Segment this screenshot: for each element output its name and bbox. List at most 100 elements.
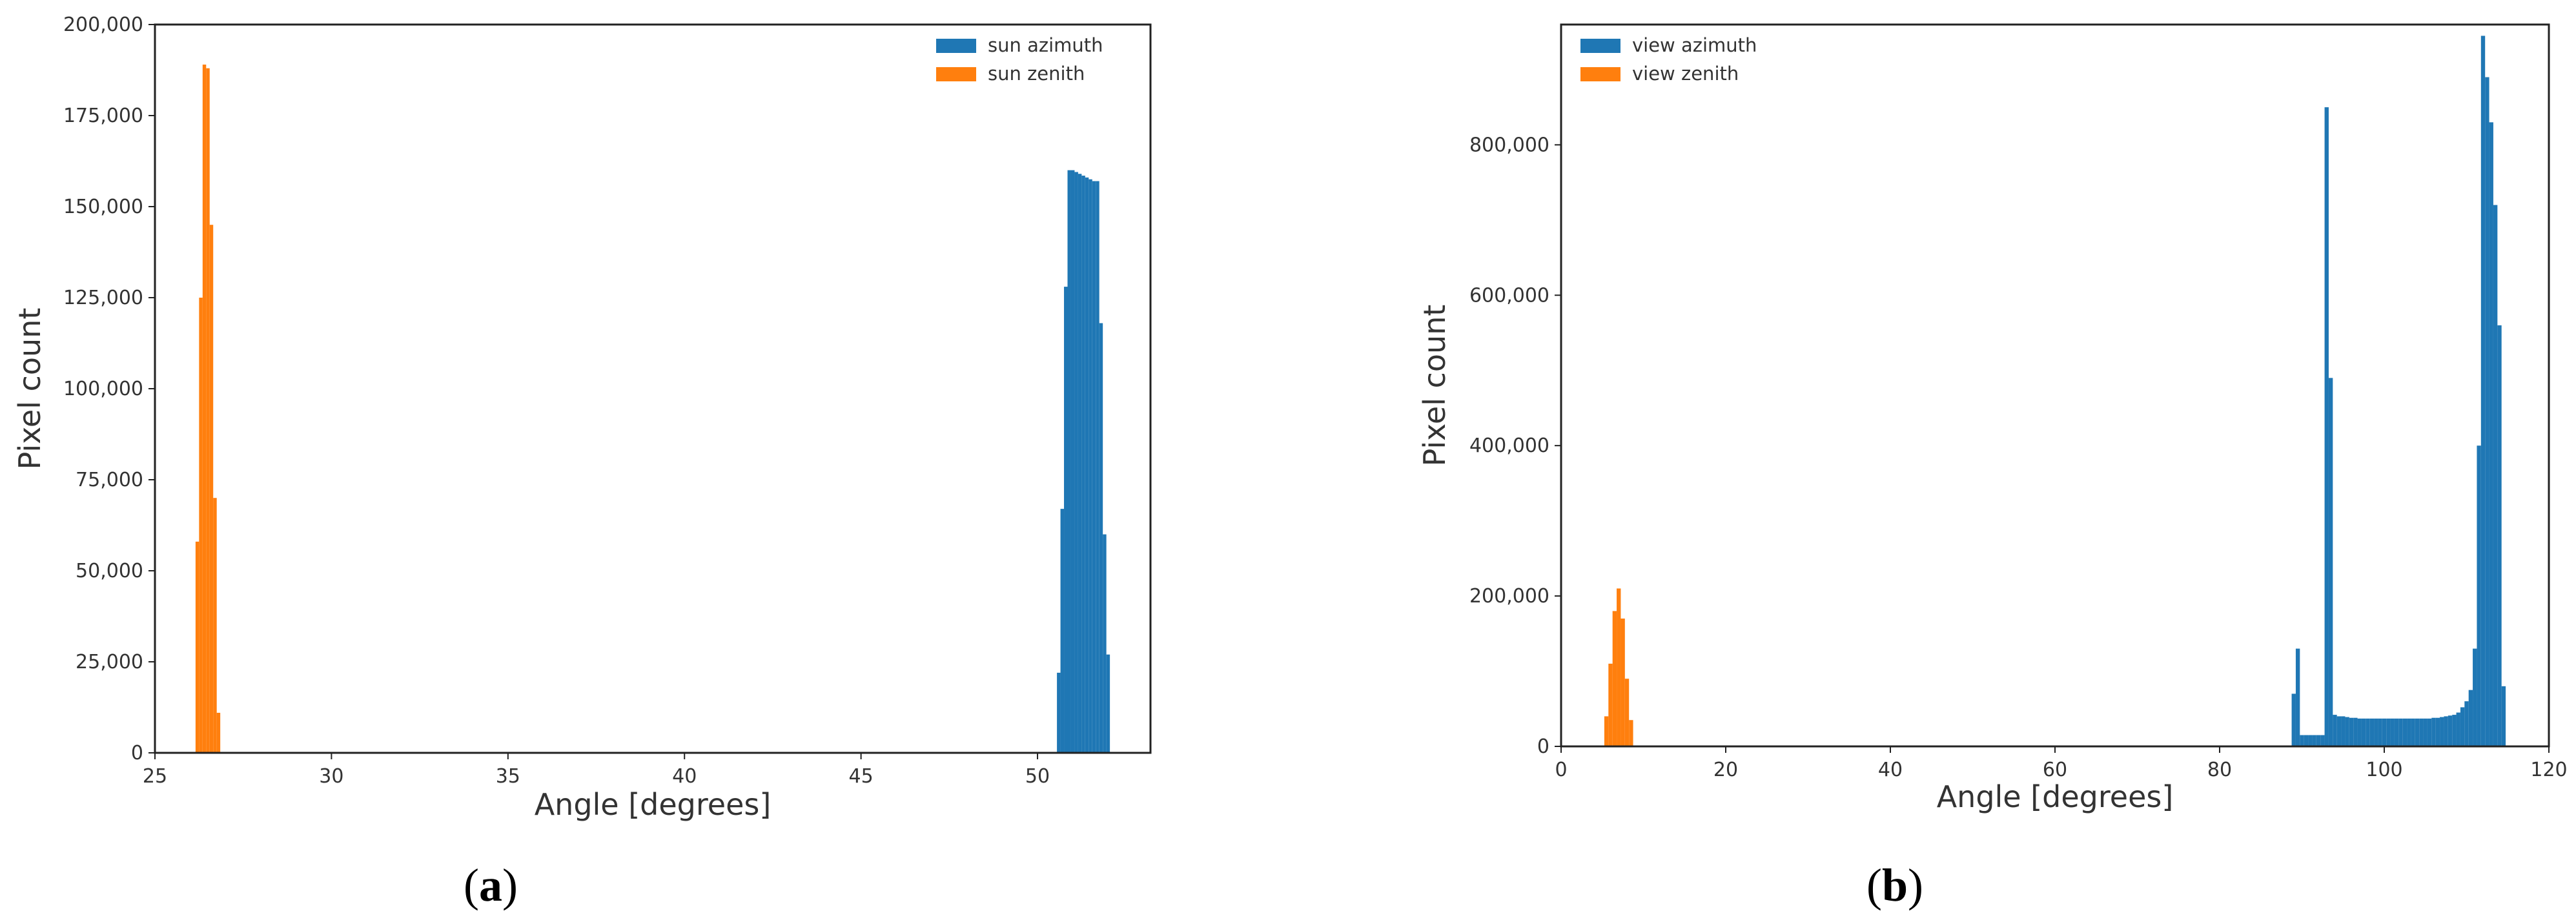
bar <box>2361 718 2366 746</box>
x-tick-label: 100 <box>2366 759 2402 781</box>
legend: sun azimuth sun zenith <box>936 34 1103 85</box>
caption-paren-open: ( <box>1866 859 1882 911</box>
bar <box>2411 718 2415 746</box>
y-tick-label: 175,000 <box>63 105 143 127</box>
bar <box>1106 654 1110 753</box>
bar <box>2464 701 2469 747</box>
caption-paren-close: ) <box>502 859 518 911</box>
bar <box>2423 718 2428 746</box>
bar <box>199 298 203 753</box>
bar <box>1081 176 1085 753</box>
y-tick-label: 200,000 <box>1469 585 1549 608</box>
x-tick-label: 0 <box>1555 759 1567 781</box>
legend-swatch <box>936 39 976 53</box>
bar <box>2485 77 2489 746</box>
bar <box>1078 174 1082 753</box>
bar <box>2320 735 2325 746</box>
bar <box>2386 718 2391 746</box>
x-tick-label: 40 <box>1878 759 1903 781</box>
bar <box>1060 509 1065 753</box>
bar <box>1099 323 1103 753</box>
series-view-azimuth <box>2291 36 2506 747</box>
bar <box>2394 718 2399 746</box>
bar <box>1608 663 1613 746</box>
bar <box>1064 287 1068 753</box>
bar <box>209 225 214 753</box>
series-sun-azimuth <box>1057 170 1110 753</box>
bar <box>2440 717 2444 746</box>
bar <box>1629 720 1633 746</box>
y-tick-label: 800,000 <box>1469 134 1549 156</box>
caption-paren-open: ( <box>464 859 479 911</box>
bar <box>1092 181 1096 753</box>
bar <box>2333 715 2337 746</box>
x-tick-label: 45 <box>849 765 874 788</box>
legend-label: view zenith <box>1632 63 1739 85</box>
y-tick-label: 50,000 <box>76 560 143 582</box>
bar <box>202 65 207 753</box>
x-tick-label: 40 <box>672 765 697 788</box>
y-tick-label: 0 <box>131 742 143 764</box>
bar <box>1624 679 1630 746</box>
y-tick-label: 0 <box>1537 735 1549 758</box>
bar <box>2402 718 2407 746</box>
legend: view azimuth view zenith <box>1580 34 1757 85</box>
bar <box>2345 717 2349 746</box>
bar <box>1096 181 1099 753</box>
bar <box>1612 611 1617 747</box>
legend-label: sun zenith <box>988 63 1085 85</box>
plot-frame <box>154 23 1152 754</box>
series-view-zenith <box>1604 588 1633 747</box>
bar <box>1067 170 1071 753</box>
bar <box>2336 716 2342 746</box>
bar <box>2460 707 2465 746</box>
bar <box>2390 718 2395 746</box>
bar <box>2448 715 2453 746</box>
bar <box>2456 712 2460 746</box>
bar <box>2382 718 2387 746</box>
bar <box>2312 735 2316 746</box>
bar <box>2324 107 2329 747</box>
legend-swatch <box>1580 67 1620 81</box>
bar <box>2357 718 2362 746</box>
panel-caption: (a) <box>464 859 518 911</box>
bar <box>2341 716 2346 746</box>
caption-paren-close: ) <box>1908 859 1923 911</box>
bar <box>216 712 221 753</box>
bar <box>2452 715 2457 746</box>
x-axis-label: Angle [degrees] <box>535 787 772 822</box>
bar <box>1604 716 1609 746</box>
bar <box>2468 690 2473 746</box>
legend-swatch <box>936 67 976 81</box>
bar <box>213 498 217 753</box>
y-tick-label: 125,000 <box>63 287 143 309</box>
bar <box>2378 718 2382 746</box>
legend-label: view azimuth <box>1632 34 1757 56</box>
bar <box>2304 735 2309 746</box>
bar <box>2295 648 2300 746</box>
plot-frame <box>1560 23 2550 748</box>
x-tick-label: 120 <box>2530 759 2567 781</box>
x-tick-label: 80 <box>2207 759 2232 781</box>
caption-letter: a <box>479 859 502 911</box>
caption-letter: b <box>1882 859 1908 911</box>
bar <box>2501 686 2506 746</box>
chart-panel-a: 25 30 35 40 45 50 0 25,000 50,000 75,000 100,000 12… <box>12 14 1152 911</box>
x-tick-label: 50 <box>1025 765 1050 788</box>
legend-label: sun azimuth <box>988 34 1103 56</box>
bar <box>2398 718 2403 746</box>
x-tick-label: 30 <box>319 765 343 788</box>
x-axis-label: Angle [degrees] <box>1937 779 2174 814</box>
bar <box>195 541 199 753</box>
panel-caption: (b) <box>1866 859 1923 911</box>
bar <box>2328 378 2333 746</box>
bar <box>1089 179 1092 753</box>
bar <box>1057 672 1061 753</box>
bar <box>1103 534 1107 753</box>
bar <box>1085 177 1089 753</box>
y-axis-label: Pixel count <box>1417 305 1452 467</box>
series-sun-zenith <box>195 65 221 753</box>
bar <box>2427 718 2432 746</box>
y-tick-label: 600,000 <box>1469 284 1549 307</box>
